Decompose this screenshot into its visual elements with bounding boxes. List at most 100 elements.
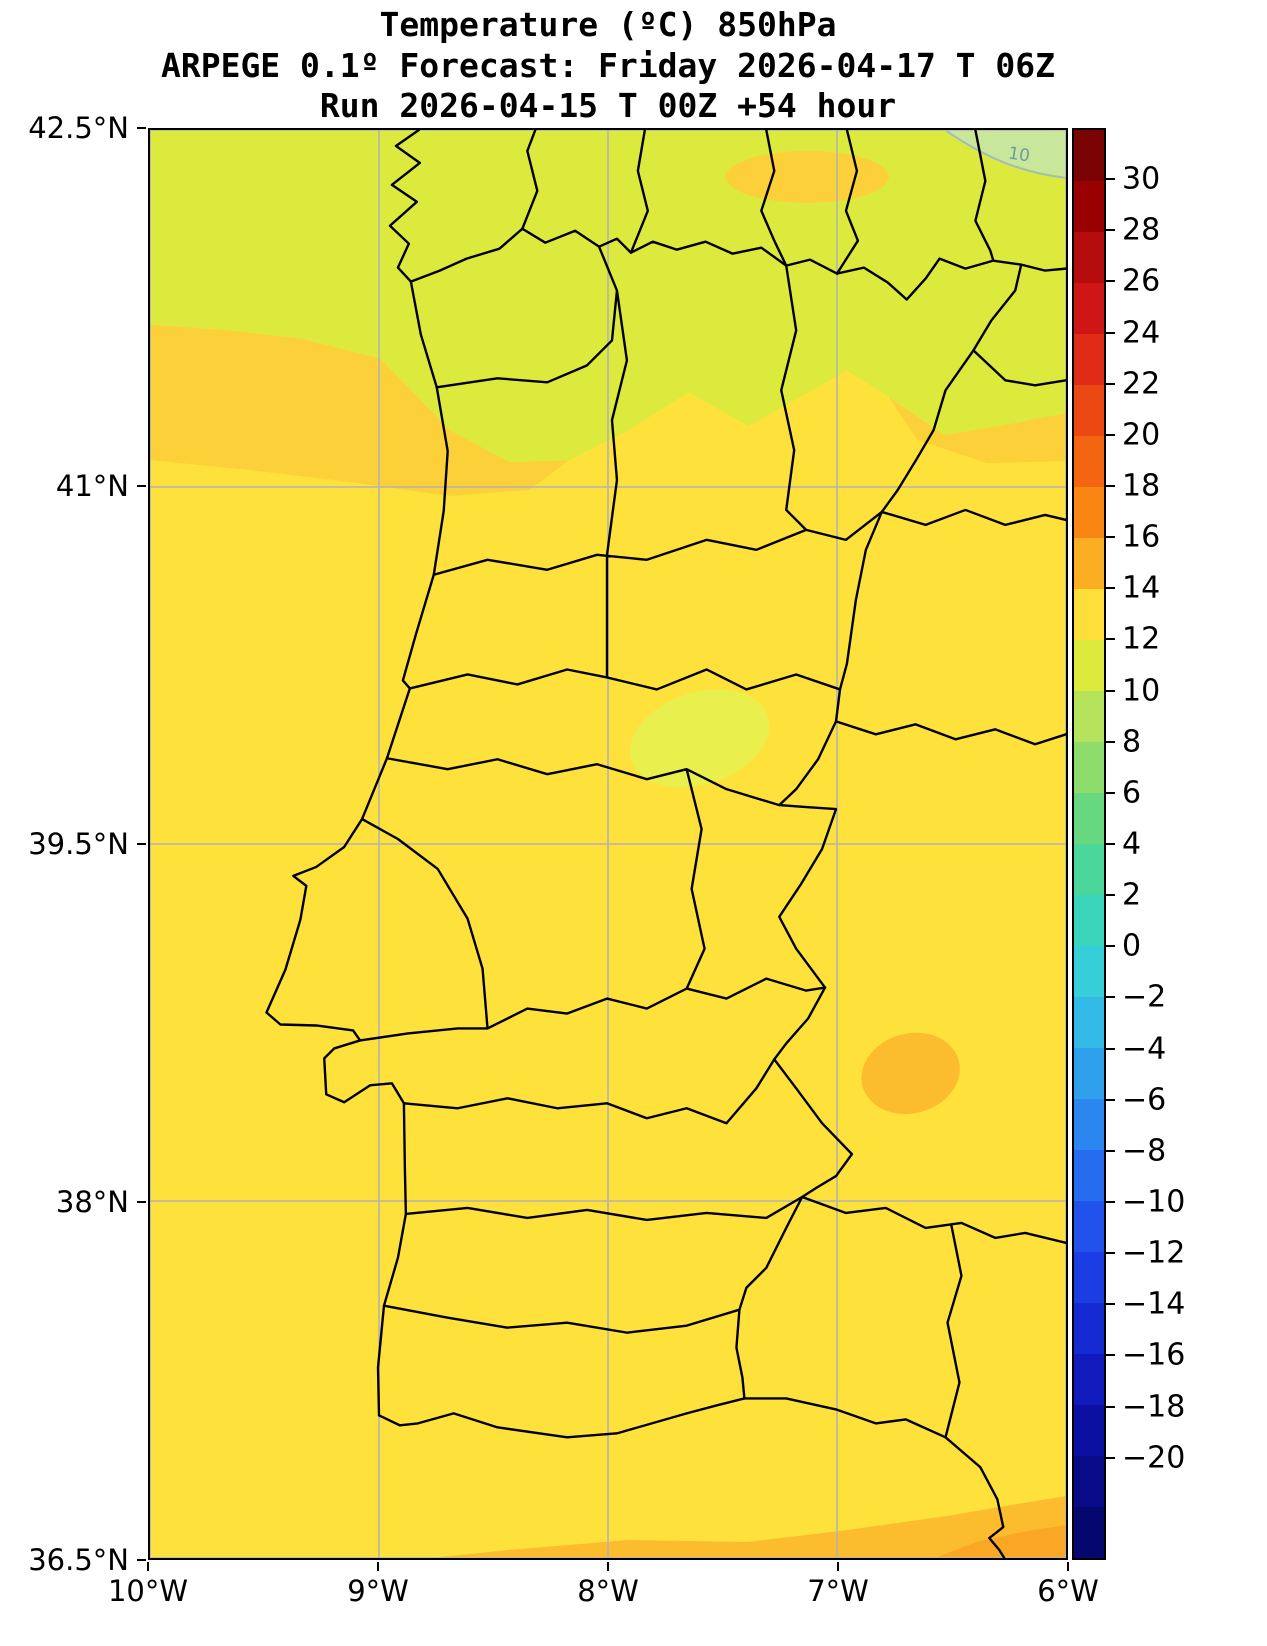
colorbar-tick-mark xyxy=(1106,1149,1115,1152)
colorbar-segment xyxy=(1074,1048,1104,1099)
y-tick-mark xyxy=(137,1201,146,1203)
colorbar-tick-mark xyxy=(1106,433,1115,436)
portugal-spain-border-east xyxy=(735,349,975,1400)
x-tick-mark xyxy=(1067,1562,1069,1571)
y-tick-mark xyxy=(137,843,146,845)
colorbar-tick-label: −10 xyxy=(1122,1184,1186,1220)
colorbar-tick-label: 28 xyxy=(1122,212,1161,248)
colorbar-tick-mark xyxy=(1106,1456,1115,1459)
chart-subtitle-run: Run 2026-04-15 T 00Z +54 hour xyxy=(319,86,897,125)
colorbar-tick-mark xyxy=(1106,689,1115,692)
title-block: Temperature (ºC) 850hPa ARPEGE 0.1º Fore… xyxy=(0,4,1216,126)
colorbar-tick-label: 18 xyxy=(1122,468,1161,504)
colorbar-tick-mark xyxy=(1106,1252,1115,1255)
x-tick-mark xyxy=(837,1562,839,1571)
colorbar-segment xyxy=(1074,181,1104,232)
contour-line-10 xyxy=(945,130,1066,179)
x-tick-label: 10°W xyxy=(107,1574,189,1608)
y-tick-mark xyxy=(137,1559,146,1561)
colorbar-segment xyxy=(1074,232,1104,283)
x-tick-label: 6°W xyxy=(1037,1574,1099,1608)
y-tick-label: 36.5°N xyxy=(28,1543,129,1577)
colorbar-tick-label: 6 xyxy=(1122,775,1142,811)
colorbar-tick-label: 0 xyxy=(1122,928,1142,964)
colorbar-tick-mark xyxy=(1106,740,1115,743)
y-tick-mark xyxy=(137,127,146,129)
colorbar-tick-mark xyxy=(1106,1201,1115,1203)
colorbar xyxy=(1072,128,1106,1560)
colorbar-segment xyxy=(1074,334,1104,385)
colorbar-segment xyxy=(1074,1099,1104,1150)
colorbar-tick-mark xyxy=(1106,536,1115,539)
colorbar-tick-mark xyxy=(1106,1354,1115,1357)
y-tick-label: 42.5°N xyxy=(28,111,129,145)
colorbar-tick-mark xyxy=(1106,894,1115,897)
colorbar-segment xyxy=(1074,538,1104,589)
colorbar-segment xyxy=(1074,283,1104,334)
colorbar-segment xyxy=(1074,1405,1104,1456)
x-tick-label: 8°W xyxy=(577,1574,639,1608)
fill-warm-band-west xyxy=(150,324,570,496)
colorbar-tick-label: −16 xyxy=(1122,1337,1186,1373)
colorbar-segment xyxy=(1074,946,1104,997)
colorbar-tick-label: 30 xyxy=(1122,161,1161,197)
contour-label: 10 xyxy=(1007,142,1031,165)
fill-cold-corner xyxy=(946,130,1066,176)
x-tick-mark xyxy=(147,1562,149,1571)
colorbar-segment xyxy=(1074,844,1104,895)
colorbar-tick-label: 14 xyxy=(1122,570,1161,606)
colorbar-segment xyxy=(1074,1303,1104,1354)
boundary-layer xyxy=(265,130,1066,1558)
x-tick-mark xyxy=(377,1562,379,1571)
colorbar-segment xyxy=(1074,487,1104,538)
spanish-province-boundaries xyxy=(521,130,1066,1439)
colorbar-segment xyxy=(1074,436,1104,487)
y-tick-label: 38°N xyxy=(55,1185,129,1219)
colorbar-segment xyxy=(1074,997,1104,1048)
colorbar-tick-label: −8 xyxy=(1122,1133,1167,1169)
x-tick-label: 7°W xyxy=(807,1574,869,1608)
x-axis: 10°W 9°W 8°W 7°W 6°W xyxy=(108,1562,1099,1622)
colorbar-segment xyxy=(1074,691,1104,742)
colorbar-segment xyxy=(1074,1150,1104,1201)
colorbar-tick-label: 16 xyxy=(1122,519,1161,555)
colorbar-tick-label: 20 xyxy=(1122,417,1161,453)
fill-warm-patch-northeast xyxy=(888,397,1066,464)
colorbar-tick-mark xyxy=(1106,1098,1115,1101)
colorbar-tick-mark xyxy=(1106,1047,1115,1050)
colorbar-tick-label: 4 xyxy=(1122,826,1142,862)
colorbar-tick-label: 8 xyxy=(1122,724,1142,760)
map-plot-area: 10 xyxy=(148,128,1068,1560)
colorbar-segment xyxy=(1074,1507,1104,1558)
colorbar-tick-mark xyxy=(1106,1303,1115,1306)
temperature-map: 10 xyxy=(150,130,1066,1558)
colorbar-tick-label: −20 xyxy=(1122,1440,1186,1476)
colorbar-tick-label: −2 xyxy=(1122,979,1167,1015)
fill-cool-patch-central xyxy=(629,689,770,788)
fill-warm-corner-south xyxy=(934,1525,1066,1558)
chart-subtitle-forecast: ARPEGE 0.1º Forecast: Friday 2026-04-17 … xyxy=(160,46,1056,85)
colorbar-tick-label: 12 xyxy=(1122,621,1161,657)
colorbar-tick-label: 24 xyxy=(1122,315,1161,351)
colorbar-segment xyxy=(1074,895,1104,946)
colorbar-segment xyxy=(1074,1354,1104,1405)
colorbar-segment xyxy=(1074,640,1104,691)
colorbar-tick-label: −14 xyxy=(1122,1286,1186,1322)
colorbar-segment xyxy=(1074,130,1104,181)
grid-layer xyxy=(150,130,1066,1558)
fill-warm-blob-southeast xyxy=(861,1032,960,1114)
y-tick-label: 41°N xyxy=(55,469,129,503)
contour-layer: 10 xyxy=(945,130,1066,179)
portugal-spain-border-north xyxy=(409,227,1023,352)
colorbar-tick-label: −6 xyxy=(1122,1082,1167,1118)
y-tick-mark xyxy=(137,485,146,487)
colorbar-tick-label: 26 xyxy=(1122,263,1161,299)
colorbar-tick-mark xyxy=(1106,178,1115,181)
colorbar-segment xyxy=(1074,742,1104,793)
colorbar-tick-label: −12 xyxy=(1122,1235,1186,1271)
colorbar-segment xyxy=(1074,1456,1104,1507)
colorbar-ticks: 30 28 26 24 22 20 18 16 14 12 10 8 6 4 2 0 −2 −4 −6 −8 −10 −1… xyxy=(1106,128,1246,1560)
colorbar-segment xyxy=(1074,793,1104,844)
coastline xyxy=(265,130,1006,1558)
